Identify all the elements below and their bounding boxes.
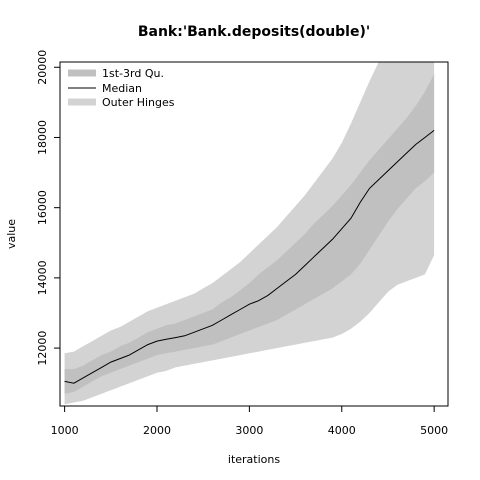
x-tick-label: 3000 [235, 424, 263, 437]
y-tick-label: 16000 [36, 190, 49, 225]
x-tick-label: 2000 [143, 424, 171, 437]
x-tick-label: 5000 [420, 424, 448, 437]
legend-label-iqr: 1st-3rd Qu. [102, 67, 164, 80]
y-axis: 12000 14000 16000 18000 20000 [36, 50, 61, 366]
legend: 1st-3rd Qu. Median Outer Hinges [68, 67, 175, 109]
median-line [64, 130, 435, 384]
x-axis: 1000 2000 3000 4000 5000 [51, 405, 448, 437]
y-tick-label: 14000 [36, 260, 49, 295]
legend-label-median: Median [102, 82, 142, 95]
plot-area [64, 62, 435, 405]
x-tick-label: 4000 [328, 424, 356, 437]
iqr-band [64, 74, 435, 394]
y-tick-label: 12000 [36, 331, 49, 366]
legend-label-outer: Outer Hinges [102, 96, 175, 109]
x-tick-label: 1000 [51, 424, 79, 437]
chart-title: Bank:'Bank.deposits(double)' [138, 24, 370, 40]
outer-hinges-band [64, 62, 435, 405]
y-tick-label: 18000 [36, 120, 49, 155]
x-axis-label: iterations [228, 453, 280, 466]
y-axis-label: value [5, 219, 18, 249]
y-tick-label: 20000 [36, 50, 49, 85]
